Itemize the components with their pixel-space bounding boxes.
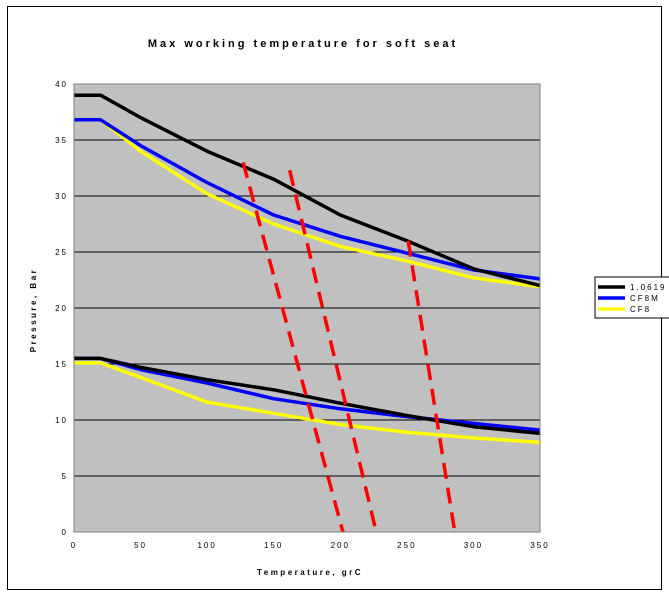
legend-label: CF8: [630, 305, 651, 314]
x-tick-label: 300: [464, 541, 483, 550]
plot-area: 0 5 10 15 20 25 30 35 40 0 50 100 150 200 250 300 350: [55, 80, 550, 550]
legend-label: 1.0619: [630, 283, 666, 292]
legend-label: CF8M: [630, 294, 660, 303]
x-tick-label: 200: [331, 541, 350, 550]
y-tick-label: 10: [55, 416, 68, 425]
y-tick-label: 0: [62, 528, 68, 537]
x-tick-label: 350: [530, 541, 549, 550]
x-tick-label: 100: [197, 541, 216, 550]
y-tick-label: 5: [62, 472, 68, 481]
x-tick-label: 250: [397, 541, 416, 550]
x-tick-label: 0: [71, 541, 77, 550]
chart-title: Max working temperature for soft seat: [148, 38, 458, 50]
x-tick-label: 50: [134, 541, 147, 550]
y-tick-label: 30: [55, 192, 68, 201]
x-axis-label: Temperature, grC: [257, 568, 363, 577]
y-tick-label: 35: [55, 136, 68, 145]
x-tick-label: 150: [264, 541, 283, 550]
y-tick-label: 15: [55, 360, 68, 369]
y-tick-label: 40: [55, 80, 68, 89]
y-tick-label: 25: [55, 248, 68, 257]
legend: 1.0619 CF8M CF8: [595, 277, 669, 318]
y-axis-label: Pressure, Bar: [29, 268, 38, 353]
y-tick-label: 20: [55, 304, 68, 313]
